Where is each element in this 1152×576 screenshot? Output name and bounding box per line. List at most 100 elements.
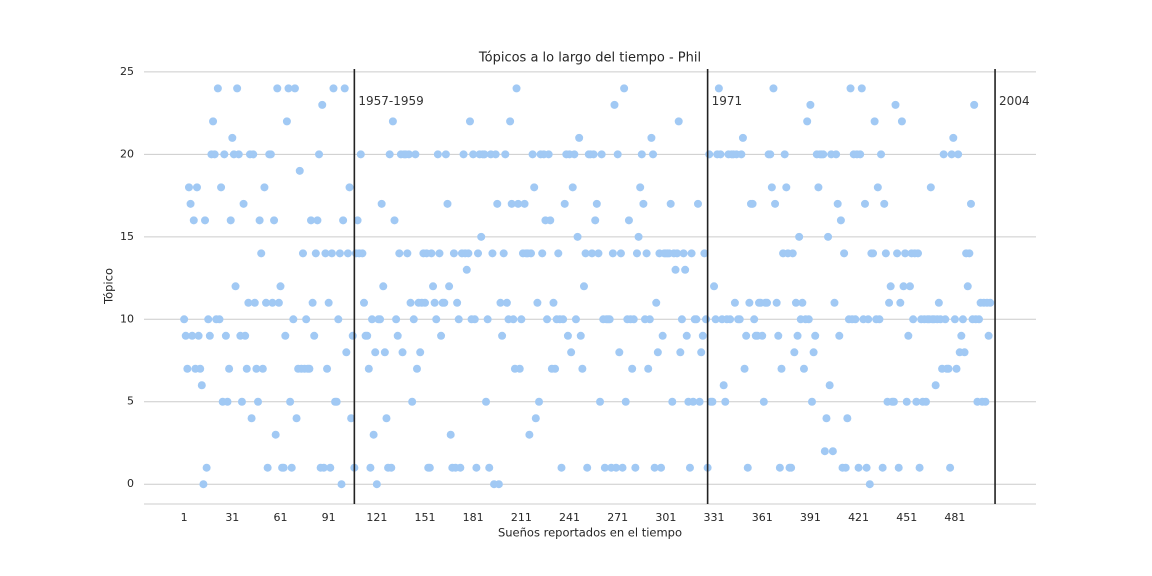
point xyxy=(901,249,910,258)
point xyxy=(653,348,662,357)
point xyxy=(470,315,479,324)
point xyxy=(392,315,401,324)
point xyxy=(363,331,372,340)
point xyxy=(575,133,584,142)
x-tick-label: 331 xyxy=(704,511,725,524)
point xyxy=(832,150,841,159)
point xyxy=(795,232,804,241)
point xyxy=(856,150,865,159)
point xyxy=(934,298,943,307)
point xyxy=(249,150,258,159)
point xyxy=(629,315,638,324)
point xyxy=(310,331,319,340)
point xyxy=(639,199,648,208)
point xyxy=(806,100,815,109)
point xyxy=(306,216,315,225)
point xyxy=(854,463,863,472)
point xyxy=(559,315,568,324)
point xyxy=(799,364,808,373)
point xyxy=(645,315,654,324)
point xyxy=(453,298,462,307)
point xyxy=(594,249,603,258)
point xyxy=(563,331,572,340)
point xyxy=(902,397,911,406)
point xyxy=(730,298,739,307)
point xyxy=(430,298,439,307)
y-tick-label: 0 xyxy=(127,477,134,490)
point xyxy=(571,315,580,324)
point xyxy=(793,331,802,340)
point xyxy=(822,414,831,423)
point xyxy=(464,249,473,258)
point xyxy=(440,298,449,307)
x-tick-label: 301 xyxy=(655,511,676,524)
point xyxy=(408,397,417,406)
point xyxy=(188,331,197,340)
point xyxy=(358,249,367,258)
point xyxy=(958,315,967,324)
point xyxy=(488,249,497,258)
point xyxy=(233,84,242,93)
point xyxy=(592,199,601,208)
point xyxy=(610,100,619,109)
point xyxy=(199,480,208,489)
point xyxy=(954,150,963,159)
point xyxy=(616,249,625,258)
point xyxy=(568,183,577,192)
point xyxy=(583,463,592,472)
point xyxy=(368,315,377,324)
x-tick-label: 271 xyxy=(607,511,628,524)
point xyxy=(835,331,844,340)
point xyxy=(477,232,486,241)
point xyxy=(446,430,455,439)
point xyxy=(343,249,352,258)
point xyxy=(705,150,714,159)
point xyxy=(311,249,320,258)
point xyxy=(742,331,751,340)
point xyxy=(759,397,768,406)
point xyxy=(944,364,953,373)
point xyxy=(366,463,375,472)
point xyxy=(197,381,206,390)
overlay: 1957-1959 1971 2004 xyxy=(353,69,1030,504)
point xyxy=(485,463,494,472)
point xyxy=(974,315,983,324)
x-tick-label: 151 xyxy=(415,511,436,524)
point xyxy=(379,282,388,291)
point xyxy=(677,315,686,324)
point xyxy=(404,150,413,159)
point xyxy=(239,199,248,208)
point xyxy=(286,397,295,406)
point xyxy=(570,150,579,159)
point xyxy=(913,249,922,258)
point xyxy=(332,397,341,406)
point xyxy=(915,463,924,472)
point xyxy=(369,430,378,439)
point xyxy=(480,150,489,159)
point xyxy=(507,199,516,208)
point xyxy=(234,150,243,159)
point xyxy=(250,298,259,307)
point xyxy=(775,463,784,472)
point xyxy=(952,364,961,373)
point xyxy=(416,348,425,357)
point xyxy=(912,397,921,406)
point xyxy=(449,249,458,258)
point xyxy=(676,348,685,357)
point xyxy=(313,216,322,225)
point xyxy=(597,150,606,159)
point xyxy=(201,216,210,225)
point xyxy=(642,249,651,258)
point xyxy=(388,117,397,126)
point xyxy=(496,298,505,307)
point xyxy=(873,183,882,192)
point xyxy=(517,315,526,324)
point xyxy=(535,397,544,406)
point xyxy=(657,463,666,472)
point xyxy=(321,249,330,258)
point xyxy=(465,117,474,126)
point xyxy=(885,298,894,307)
point xyxy=(441,150,450,159)
point xyxy=(483,315,492,324)
